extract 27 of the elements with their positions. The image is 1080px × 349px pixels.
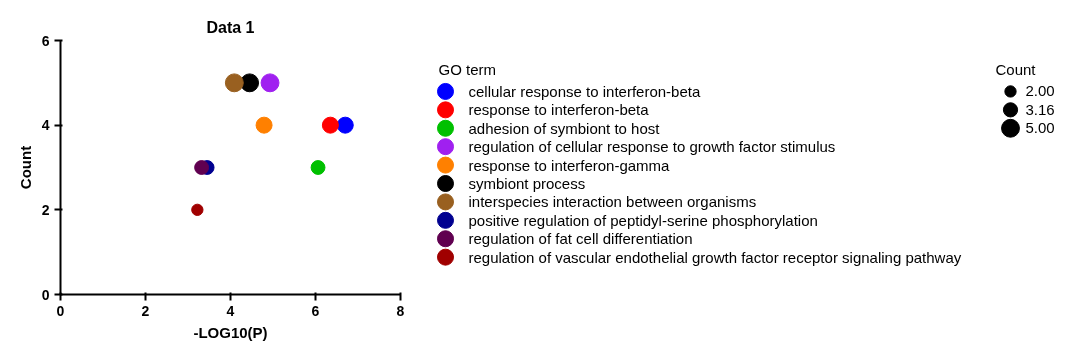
x-tick-label: 8	[396, 302, 405, 319]
legend-label: regulation of vascular endothelial growth factor receptor signaling pathway	[468, 248, 962, 266]
legend-label: cellular response to interferon-beta	[468, 82, 701, 100]
legend-label: 2.00	[1025, 82, 1055, 100]
legend-label: regulation of fat cell differentiation	[468, 230, 693, 248]
legend-label: positive regulation of peptidyl-serine phosphorylation	[468, 211, 818, 229]
y-tick-label: 6	[41, 32, 50, 49]
legend-label: interspecies interaction between organisms	[468, 193, 757, 211]
y-tick-label: 2	[41, 201, 50, 218]
x-tick-label: 0	[56, 302, 65, 319]
x-tick-label: 2	[141, 302, 150, 319]
legend-title: GO term	[438, 61, 497, 79]
legend-label: regulation of cellular response to growth factor stimulus	[468, 138, 836, 156]
x-tick-label: 6	[311, 302, 320, 319]
text: Count	[995, 61, 1037, 79]
chart-title: Data 1	[206, 18, 255, 36]
legend-label: 5.00	[1025, 119, 1055, 137]
legend-label: 3.16	[1025, 100, 1055, 118]
legend-label: response to interferon-gamma	[468, 156, 671, 174]
y-axis-title: Count	[16, 145, 34, 190]
y-tick-label: 4	[41, 117, 50, 134]
y-tick-label: 0	[41, 286, 50, 303]
x-axis-title: -LOG10(P)	[193, 323, 268, 341]
legend-label: response to interferon-beta	[468, 101, 650, 119]
legend-label: adhesion of symbiont to host	[468, 119, 661, 137]
x-tick-label: 4	[226, 302, 235, 319]
legend-label: symbiont process	[468, 175, 586, 193]
